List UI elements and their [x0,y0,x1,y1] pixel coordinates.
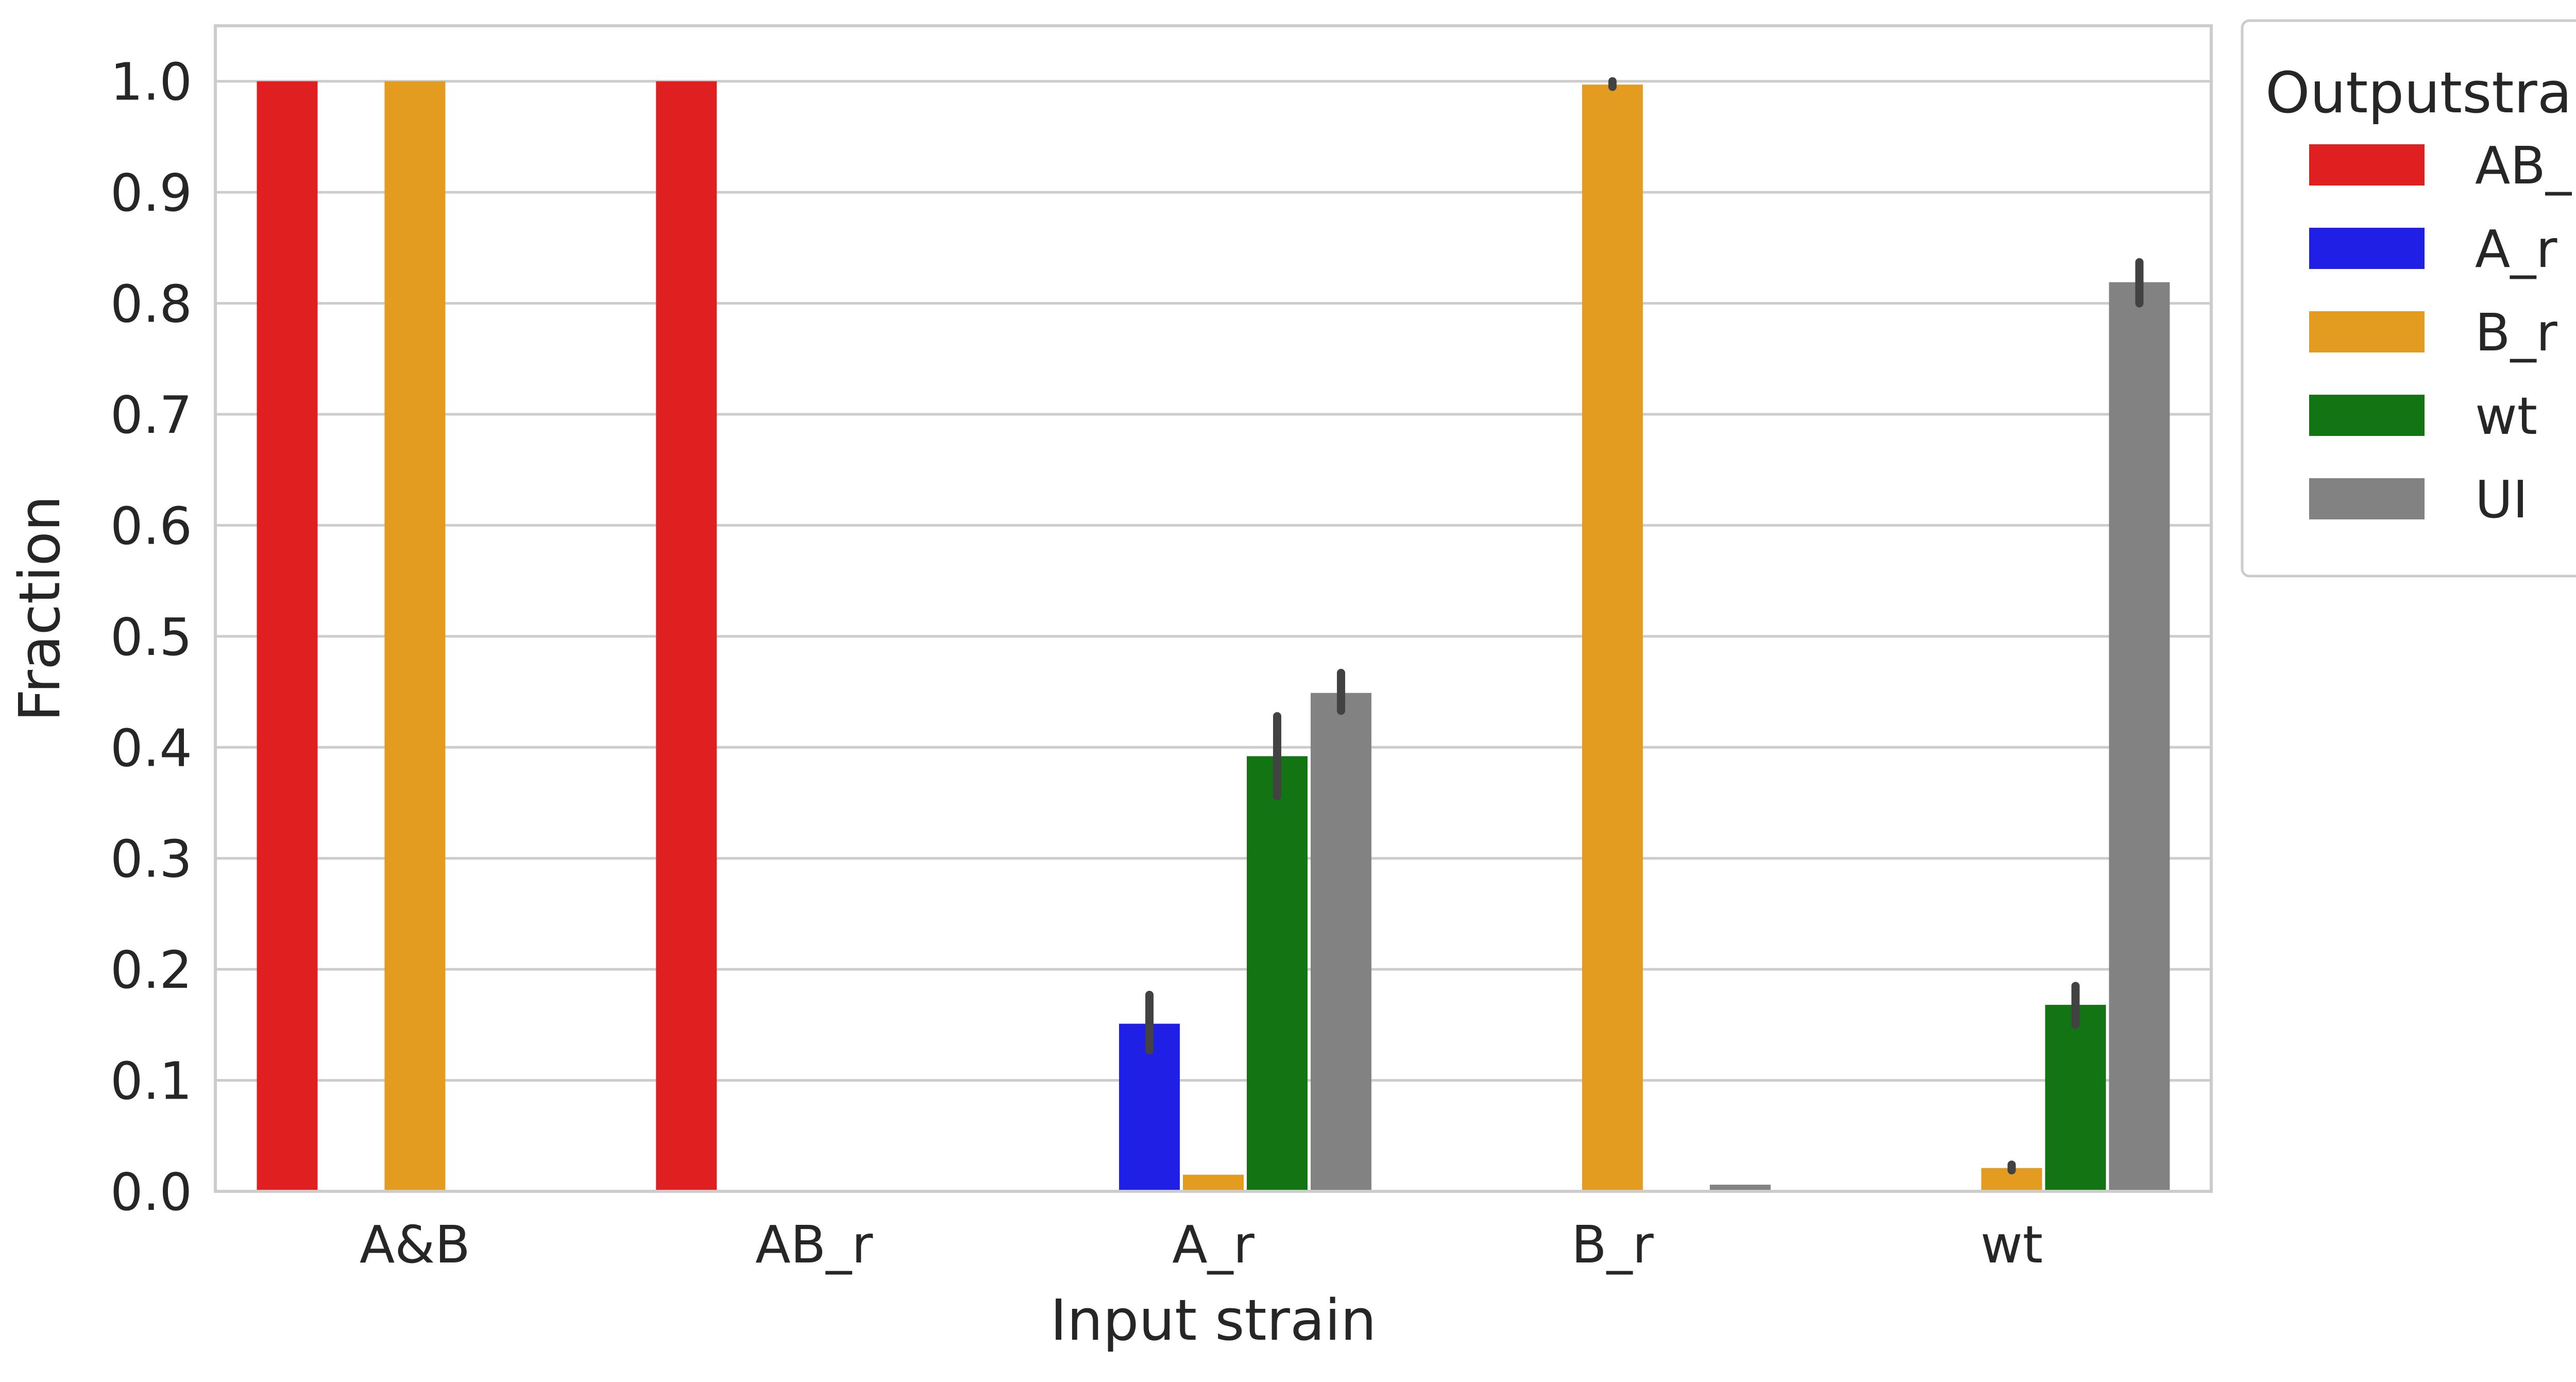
bar-wt-4 [2045,1005,2106,1191]
legend-swatch-ab-r [2309,144,2425,186]
legend: Outputstrains AB_r A_r B_rwt UI [2241,19,2576,578]
gridlines [215,80,2211,1193]
x-tick-label: AB_r [755,1215,873,1275]
x-tick-label: A_r [1172,1215,1255,1275]
y-axis-ticks: 0.0 0.1 0.2 0.3 0.4 0.5 0.6 0.7 0.8 0.9 1.0 [110,52,192,1222]
bar-ui-2 [1310,693,1371,1191]
y-tick-label: 0.0 [110,1162,192,1222]
legend-label-ab-r: AB_r [2475,136,2576,196]
bar-ui-3 [1709,1185,1771,1191]
bar-wt-2 [1246,756,1308,1191]
bar-ab-r-1 [656,81,717,1191]
bars [257,81,2170,1191]
legend-swatch-wt [2309,395,2425,436]
legend-title: Outputstrains [2265,60,2576,126]
bar-b-r-2 [1183,1174,1244,1191]
bar-b-r-3 [1582,85,1643,1191]
legend-swatch-b-r [2309,311,2425,352]
legend-entries: AB_r A_r B_rwt UI [2309,136,2576,530]
legend-label-b-r: B_r [2475,302,2558,363]
x-tick-label: B_r [1571,1215,1654,1275]
legend-swatch-ui [2309,478,2425,519]
legend-label-a-r: A_r [2475,219,2557,279]
y-tick-label: 1.0 [110,52,192,112]
plot-frame [214,24,2213,1193]
legend-label-wt: wt [2475,386,2537,446]
bar-b-r-0 [384,81,446,1191]
bar-ab-r-0 [257,81,318,1191]
legend-label-ui: UI [2475,469,2528,530]
x-axis-ticks: A&B AB_r A_r B_r wt [360,1215,2043,1275]
x-tick-label: A&B [360,1215,470,1275]
x-tick-label: wt [1980,1215,2043,1275]
y-tick-label: 0.6 [110,496,192,556]
y-tick-label: 0.9 [110,163,192,223]
y-tick-label: 0.8 [110,274,192,334]
y-tick-label: 0.3 [110,829,192,889]
bar-ui-4 [2109,282,2170,1191]
y-tick-label: 0.5 [110,607,192,667]
y-tick-label: 0.7 [110,385,192,445]
y-axis-label: Fraction [7,495,73,721]
y-tick-label: 0.2 [110,940,192,1000]
legend-swatch-a-r [2309,228,2425,269]
x-axis-label: Input strain [1050,1287,1376,1353]
error-bars [1145,77,2144,1175]
y-tick-label: 0.1 [110,1051,192,1111]
y-tick-label: 0.4 [110,718,192,778]
